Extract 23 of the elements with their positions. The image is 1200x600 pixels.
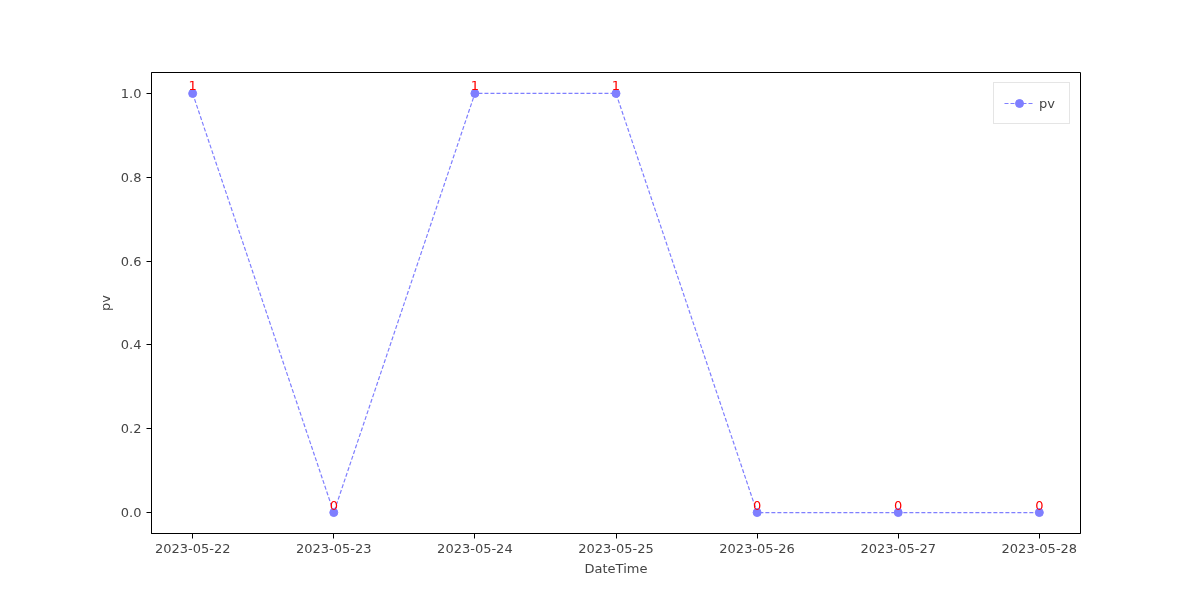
data-label: 0 <box>894 497 903 513</box>
x-axis-title: DateTime <box>584 560 648 576</box>
x-tick-label: 2023-05-22 <box>154 540 231 556</box>
data-label: 1 <box>188 78 197 94</box>
x-tick-label: 2023-05-23 <box>296 540 372 556</box>
x-tick-label: 2023-05-27 <box>860 540 937 556</box>
data-label: 0 <box>329 497 338 513</box>
data-label: 0 <box>752 497 762 513</box>
y-axis-title: pv <box>97 294 113 311</box>
data-label: 1 <box>470 78 480 94</box>
y-tick-label: 0.8 <box>120 169 142 185</box>
data-label: 0 <box>1035 497 1044 513</box>
y-tick-label: 0.6 <box>120 253 142 269</box>
data-label: 1 <box>611 78 621 94</box>
x-tick-label: 2023-05-25 <box>578 540 654 556</box>
y-tick-label: 0.2 <box>120 421 142 437</box>
x-tick-label: 2023-05-28 <box>1001 540 1078 556</box>
y-tick-label: 1.0 <box>120 85 142 101</box>
x-tick-label: 2023-05-26 <box>719 540 795 556</box>
x-tick-label: 2023-05-24 <box>437 540 513 556</box>
y-tick-label: 0.4 <box>120 337 142 353</box>
legend-label: pv <box>1039 95 1056 111</box>
y-tick-label: 0.0 <box>120 505 142 521</box>
